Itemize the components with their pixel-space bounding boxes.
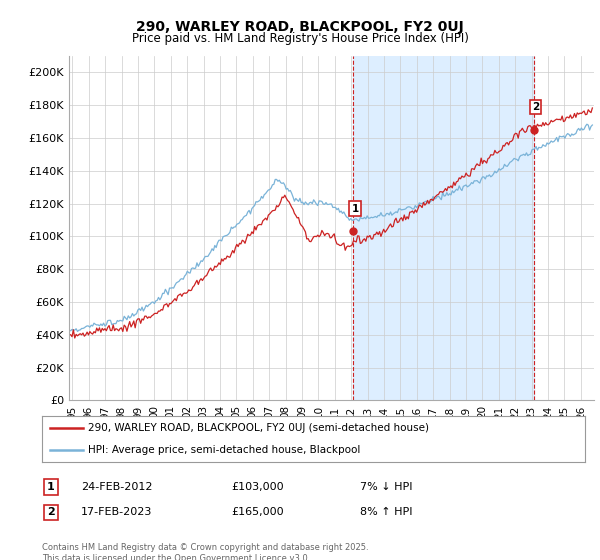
Bar: [353, 56, 533, 400]
Text: 17-FEB-2023: 17-FEB-2023: [81, 507, 152, 517]
Text: 290, WARLEY ROAD, BLACKPOOL, FY2 0UJ (semi-detached house): 290, WARLEY ROAD, BLACKPOOL, FY2 0UJ (se…: [88, 423, 429, 433]
Text: 1: 1: [47, 482, 55, 492]
Text: 2: 2: [532, 102, 539, 112]
Text: £103,000: £103,000: [231, 482, 284, 492]
Text: 8% ↑ HPI: 8% ↑ HPI: [360, 507, 413, 517]
Text: 24-FEB-2012: 24-FEB-2012: [81, 482, 152, 492]
Text: £165,000: £165,000: [231, 507, 284, 517]
Text: Contains HM Land Registry data © Crown copyright and database right 2025.
This d: Contains HM Land Registry data © Crown c…: [42, 543, 368, 560]
Text: Price paid vs. HM Land Registry's House Price Index (HPI): Price paid vs. HM Land Registry's House …: [131, 32, 469, 45]
Text: HPI: Average price, semi-detached house, Blackpool: HPI: Average price, semi-detached house,…: [88, 445, 361, 455]
Text: 2: 2: [47, 507, 55, 517]
Text: 290, WARLEY ROAD, BLACKPOOL, FY2 0UJ: 290, WARLEY ROAD, BLACKPOOL, FY2 0UJ: [136, 20, 464, 34]
Text: 7% ↓ HPI: 7% ↓ HPI: [360, 482, 413, 492]
Text: 1: 1: [352, 203, 359, 213]
